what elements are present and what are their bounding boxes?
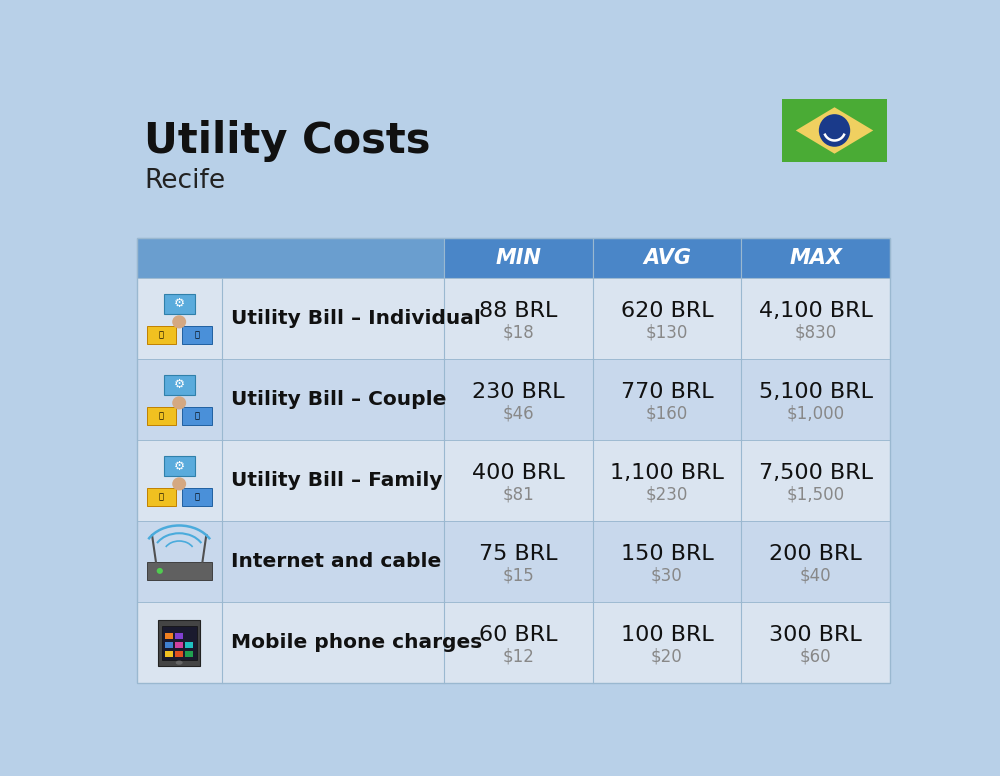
FancyBboxPatch shape bbox=[185, 642, 193, 648]
Text: $130: $130 bbox=[646, 324, 688, 341]
FancyBboxPatch shape bbox=[444, 237, 593, 279]
Text: $230: $230 bbox=[646, 486, 688, 504]
FancyBboxPatch shape bbox=[162, 625, 197, 660]
Text: 200 BRL: 200 BRL bbox=[769, 544, 862, 564]
Text: 300 BRL: 300 BRL bbox=[769, 625, 862, 645]
FancyBboxPatch shape bbox=[593, 237, 741, 279]
Text: 1,100 BRL: 1,100 BRL bbox=[610, 462, 724, 483]
Text: $830: $830 bbox=[794, 324, 837, 341]
Ellipse shape bbox=[172, 315, 186, 328]
FancyBboxPatch shape bbox=[165, 642, 173, 648]
Text: Utility Costs: Utility Costs bbox=[144, 120, 431, 162]
Text: AVG: AVG bbox=[643, 248, 691, 268]
Ellipse shape bbox=[157, 568, 163, 574]
Text: $81: $81 bbox=[502, 486, 534, 504]
FancyBboxPatch shape bbox=[137, 237, 444, 279]
FancyBboxPatch shape bbox=[175, 642, 183, 648]
Text: $160: $160 bbox=[646, 404, 688, 423]
Text: 150 BRL: 150 BRL bbox=[621, 544, 713, 564]
Ellipse shape bbox=[176, 660, 183, 665]
Text: Internet and cable: Internet and cable bbox=[231, 553, 441, 571]
FancyBboxPatch shape bbox=[175, 651, 183, 656]
FancyBboxPatch shape bbox=[137, 441, 890, 521]
Text: 💧: 💧 bbox=[195, 331, 200, 339]
FancyBboxPatch shape bbox=[741, 237, 890, 279]
Text: $1,000: $1,000 bbox=[787, 404, 845, 423]
FancyBboxPatch shape bbox=[164, 456, 195, 476]
Text: 🔌: 🔌 bbox=[159, 411, 164, 421]
FancyBboxPatch shape bbox=[147, 488, 176, 506]
Ellipse shape bbox=[819, 114, 850, 147]
Text: 75 BRL: 75 BRL bbox=[479, 544, 558, 564]
FancyBboxPatch shape bbox=[175, 632, 183, 639]
Text: 🔌: 🔌 bbox=[159, 493, 164, 501]
Text: ⚙: ⚙ bbox=[174, 379, 185, 391]
FancyBboxPatch shape bbox=[147, 562, 212, 580]
Text: ⚙: ⚙ bbox=[174, 297, 185, 310]
Text: 60 BRL: 60 BRL bbox=[479, 625, 558, 645]
Ellipse shape bbox=[172, 477, 186, 490]
Polygon shape bbox=[796, 107, 873, 154]
Text: Recife: Recife bbox=[144, 168, 226, 194]
Text: 5,100 BRL: 5,100 BRL bbox=[759, 382, 873, 402]
Text: $18: $18 bbox=[502, 324, 534, 341]
Text: $15: $15 bbox=[502, 566, 534, 584]
Text: 230 BRL: 230 BRL bbox=[472, 382, 565, 402]
FancyBboxPatch shape bbox=[782, 99, 887, 162]
FancyBboxPatch shape bbox=[165, 651, 173, 656]
FancyBboxPatch shape bbox=[182, 326, 212, 344]
FancyBboxPatch shape bbox=[182, 488, 212, 506]
Text: Utility Bill – Family: Utility Bill – Family bbox=[231, 471, 443, 490]
Text: $30: $30 bbox=[651, 566, 683, 584]
Text: MIN: MIN bbox=[495, 248, 541, 268]
FancyBboxPatch shape bbox=[137, 359, 890, 441]
Text: 🔌: 🔌 bbox=[159, 331, 164, 339]
FancyBboxPatch shape bbox=[158, 620, 200, 667]
Text: 400 BRL: 400 BRL bbox=[472, 462, 565, 483]
FancyBboxPatch shape bbox=[185, 651, 193, 656]
Text: Mobile phone charges: Mobile phone charges bbox=[231, 633, 482, 653]
FancyBboxPatch shape bbox=[137, 279, 890, 359]
Text: 620 BRL: 620 BRL bbox=[621, 301, 713, 320]
Text: 7,500 BRL: 7,500 BRL bbox=[759, 462, 873, 483]
FancyBboxPatch shape bbox=[137, 602, 890, 684]
Text: $46: $46 bbox=[502, 404, 534, 423]
Text: 💧: 💧 bbox=[195, 411, 200, 421]
FancyBboxPatch shape bbox=[164, 376, 195, 395]
Text: Utility Bill – Individual: Utility Bill – Individual bbox=[231, 310, 481, 328]
Text: Utility Bill – Couple: Utility Bill – Couple bbox=[231, 390, 446, 410]
Text: $12: $12 bbox=[502, 648, 534, 666]
Text: ⚙: ⚙ bbox=[174, 459, 185, 473]
Text: 4,100 BRL: 4,100 BRL bbox=[759, 301, 873, 320]
Text: $1,500: $1,500 bbox=[787, 486, 845, 504]
Text: 💧: 💧 bbox=[195, 493, 200, 501]
FancyBboxPatch shape bbox=[182, 407, 212, 425]
FancyBboxPatch shape bbox=[137, 521, 890, 602]
Text: 100 BRL: 100 BRL bbox=[621, 625, 713, 645]
Text: $60: $60 bbox=[800, 648, 831, 666]
FancyBboxPatch shape bbox=[164, 294, 195, 314]
FancyBboxPatch shape bbox=[165, 632, 173, 639]
Ellipse shape bbox=[172, 397, 186, 410]
Text: 770 BRL: 770 BRL bbox=[621, 382, 713, 402]
FancyBboxPatch shape bbox=[147, 326, 176, 344]
Text: 88 BRL: 88 BRL bbox=[479, 301, 557, 320]
Text: $40: $40 bbox=[800, 566, 831, 584]
Text: $20: $20 bbox=[651, 648, 683, 666]
Text: MAX: MAX bbox=[789, 248, 842, 268]
FancyBboxPatch shape bbox=[147, 407, 176, 425]
